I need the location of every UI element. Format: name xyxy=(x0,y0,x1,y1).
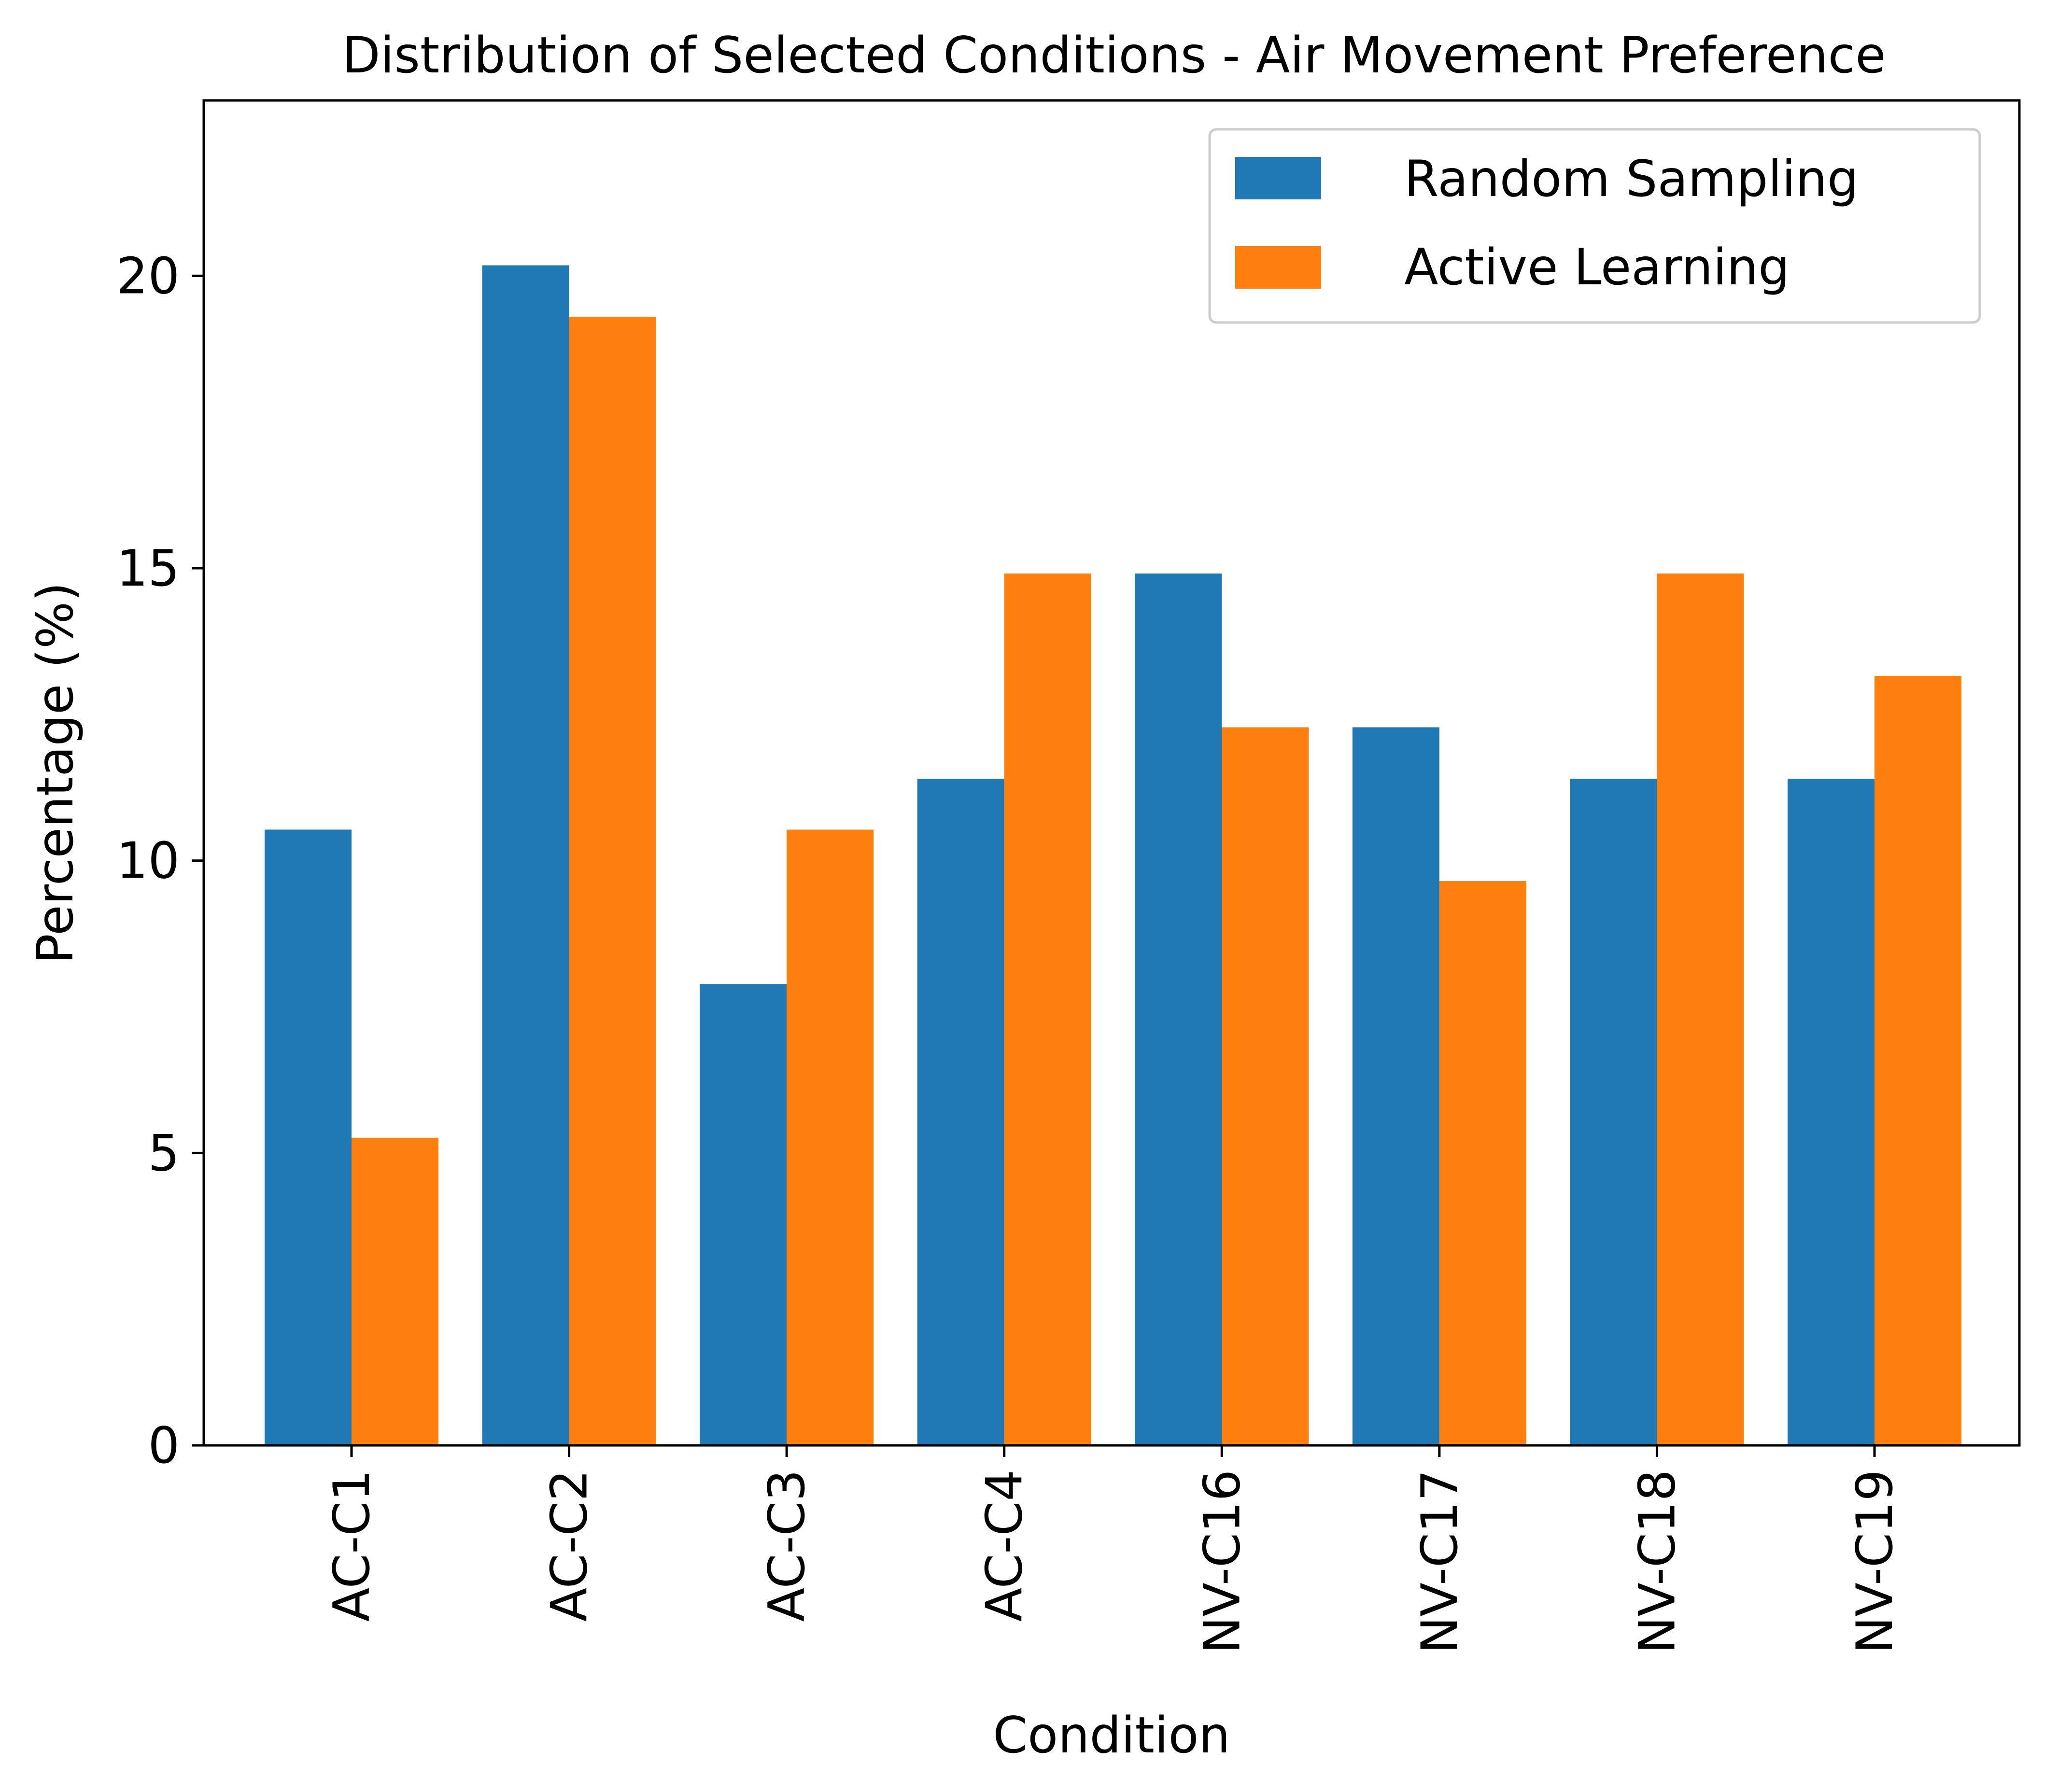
bar-active-learning-ac-c1 xyxy=(352,1137,438,1445)
chart-title: Distribution of Selected Conditions - Ai… xyxy=(342,27,1886,84)
bar-random-sampling-ac-c2 xyxy=(482,265,569,1445)
y-tick-label: 10 xyxy=(116,832,180,890)
x-tick-label-ac-c3: AC-C3 xyxy=(758,1470,816,1622)
y-tick-label: 20 xyxy=(116,247,180,305)
legend-label-random-sampling: Random Sampling xyxy=(1404,150,1859,208)
bar-random-sampling-ac-c1 xyxy=(265,829,352,1445)
plot-area-frame xyxy=(202,99,2021,1447)
bar-active-learning-ac-c2 xyxy=(569,317,656,1445)
bar-active-learning-ac-c3 xyxy=(787,829,874,1445)
bar-active-learning-nv-c19 xyxy=(1875,675,1961,1445)
y-tick-label: 5 xyxy=(148,1124,180,1182)
bar-random-sampling-nv-c17 xyxy=(1352,727,1439,1445)
bar-random-sampling-ac-c4 xyxy=(917,779,1004,1445)
y-axis-label: Percentage (%) xyxy=(27,582,85,964)
bar-random-sampling-nv-c19 xyxy=(1788,779,1875,1445)
x-tick-label-nv-c19: NV-C19 xyxy=(1846,1470,1904,1654)
x-tick-label-ac-c4: AC-C4 xyxy=(976,1470,1034,1622)
legend: Random Sampling Active Learning xyxy=(1208,128,1981,324)
legend-swatch-active-learning xyxy=(1235,246,1321,289)
y-tick-label: 0 xyxy=(148,1417,180,1475)
bar-active-learning-nv-c16 xyxy=(1222,727,1309,1445)
bar-random-sampling-nv-c18 xyxy=(1570,779,1657,1445)
bar-active-learning-nv-c18 xyxy=(1657,573,1744,1445)
bar-active-learning-ac-c4 xyxy=(1004,573,1091,1445)
legend-frame xyxy=(1208,128,1981,324)
x-tick-label-nv-c16: NV-C16 xyxy=(1193,1470,1251,1654)
y-axis: 0 5 10 15 20 xyxy=(116,247,204,1475)
x-tick-label-ac-c1: AC-C1 xyxy=(323,1470,381,1622)
x-axis: AC-C1 AC-C2 AC-C3 AC-C4 NV-C16 NV-C17 NV-C18 NV… xyxy=(323,1445,1904,1654)
y-tick-label: 15 xyxy=(116,540,180,598)
x-tick-label-ac-c2: AC-C2 xyxy=(541,1470,599,1622)
bar-random-sampling-ac-c3 xyxy=(700,984,787,1445)
legend-label-active-learning: Active Learning xyxy=(1404,238,1790,296)
legend-swatch-random-sampling xyxy=(1235,157,1321,199)
x-tick-label-nv-c18: NV-C18 xyxy=(1628,1470,1686,1654)
bar-active-learning-nv-c17 xyxy=(1439,881,1526,1445)
x-axis-label: Condition xyxy=(993,1707,1230,1764)
bar-random-sampling-nv-c16 xyxy=(1135,573,1222,1445)
x-tick-label-nv-c17: NV-C17 xyxy=(1411,1470,1469,1654)
bars-layer xyxy=(265,265,1961,1445)
